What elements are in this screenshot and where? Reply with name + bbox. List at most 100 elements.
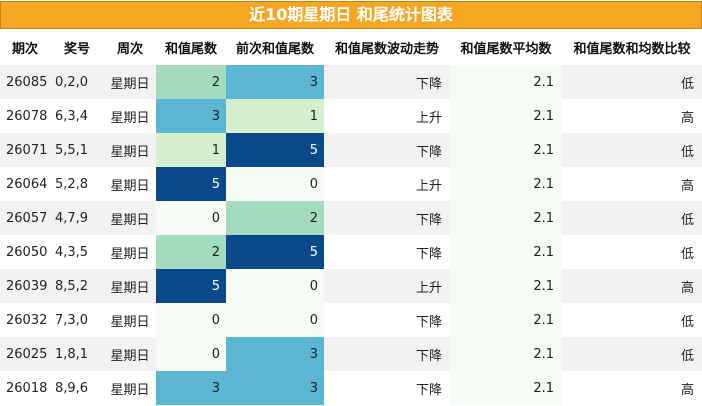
average-cell: 2.1 [450,337,562,371]
tail-cell: 3 [156,371,226,405]
numbers-cell: 4,3,5 [50,235,104,269]
col-header-compare: 和值尾数和均数比较 [573,41,691,57]
issue-cell: 26057 [0,201,50,235]
tail-cell: 0 [156,303,226,337]
tail-cell: 5 [156,167,226,201]
average-cell: 2.1 [450,371,562,405]
numbers-cell: 8,5,2 [50,269,104,303]
numbers-cell: 5,2,8 [50,167,104,201]
compare-cell: 低 [562,65,702,99]
col-header-prev-tail: 前次和值尾数 [235,41,314,57]
trend-cell: 下降 [324,371,450,405]
weekday-cell: 星期日 [104,65,156,99]
tail-cell: 1 [156,133,226,167]
col-header-issue: 期次 [11,41,38,57]
numbers-cell: 0,2,0 [50,65,104,99]
average-cell: 2.1 [450,99,562,133]
issue-cell: 26085 [0,65,50,99]
trend-cell: 上升 [324,269,450,303]
trend-cell: 下降 [324,133,450,167]
compare-cell: 低 [562,303,702,337]
weekday-cell: 星期日 [104,201,156,235]
prev-tail-cell: 0 [226,167,324,201]
col-header-trend: 和值尾数波动走势 [334,41,439,57]
col-header-average: 和值尾数平均数 [460,41,552,57]
compare-cell: 低 [562,133,702,167]
compare-cell: 高 [562,167,702,201]
prev-tail-cell: 5 [226,133,324,167]
numbers-cell: 6,3,4 [50,99,104,133]
prev-tail-cell: 2 [226,201,324,235]
table-row: 26064 5,2,8 星期日 5 0 上升 2.1 高 [0,167,702,201]
trend-cell: 上升 [324,167,450,201]
trend-cell: 下降 [324,303,450,337]
prev-tail-cell: 3 [226,371,324,405]
tail-cell: 3 [156,99,226,133]
issue-cell: 26018 [0,371,50,405]
weekday-cell: 星期日 [104,133,156,167]
table-row: 26018 8,9,6 星期日 3 3 下降 2.1 高 [0,371,702,405]
numbers-cell: 5,5,1 [50,133,104,167]
prev-tail-cell: 3 [226,337,324,371]
prev-tail-cell: 0 [226,269,324,303]
weekday-cell: 星期日 [104,167,156,201]
compare-cell: 低 [562,337,702,371]
numbers-cell: 7,3,0 [50,303,104,337]
weekday-cell: 星期日 [104,303,156,337]
table-body: 26085 0,2,0 星期日 2 3 下降 2.1 低 26078 6,3,4… [0,65,702,405]
average-cell: 2.1 [450,167,562,201]
table-row: 26085 0,2,0 星期日 2 3 下降 2.1 低 [0,65,702,99]
compare-cell: 高 [562,269,702,303]
numbers-cell: 8,9,6 [50,371,104,405]
table-row: 26032 7,3,0 星期日 0 0 下降 2.1 低 [0,303,702,337]
compare-cell: 低 [562,235,702,269]
weekday-cell: 星期日 [104,99,156,133]
tail-cell: 2 [156,65,226,99]
report-title: 近10期星期日 和尾统计图表 [0,1,702,29]
numbers-cell: 4,7,9 [50,201,104,235]
trend-cell: 上升 [324,99,450,133]
prev-tail-cell: 5 [226,235,324,269]
tail-statistics-table: 期次 奖号 周次 和值尾数 前次和值尾数 和值尾数波动走势 和值尾数平均数 和值… [0,29,702,405]
average-cell: 2.1 [450,235,562,269]
col-header-weekday: 周次 [116,41,143,57]
issue-cell: 26025 [0,337,50,371]
table-header-row: 期次 奖号 周次 和值尾数 前次和值尾数 和值尾数波动走势 和值尾数平均数 和值… [0,29,702,65]
tail-cell: 0 [156,337,226,371]
weekday-cell: 星期日 [104,269,156,303]
average-cell: 2.1 [450,133,562,167]
issue-cell: 26039 [0,269,50,303]
issue-cell: 26071 [0,133,50,167]
table-row: 26078 6,3,4 星期日 3 1 上升 2.1 高 [0,99,702,133]
table-row: 26025 1,8,1 星期日 0 3 下降 2.1 低 [0,337,702,371]
trend-cell: 下降 [324,235,450,269]
issue-cell: 26078 [0,99,50,133]
issue-cell: 26032 [0,303,50,337]
weekday-cell: 星期日 [104,371,156,405]
tail-cell: 0 [156,201,226,235]
weekday-cell: 星期日 [104,337,156,371]
average-cell: 2.1 [450,269,562,303]
issue-cell: 26064 [0,167,50,201]
compare-cell: 高 [562,371,702,405]
trend-cell: 下降 [324,337,450,371]
prev-tail-cell: 1 [226,99,324,133]
compare-cell: 高 [562,99,702,133]
table-row: 26050 4,3,5 星期日 2 5 下降 2.1 低 [0,235,702,269]
table-row: 26057 4,7,9 星期日 0 2 下降 2.1 低 [0,201,702,235]
numbers-cell: 1,8,1 [50,337,104,371]
trend-cell: 下降 [324,201,450,235]
table-row: 26039 8,5,2 星期日 5 0 上升 2.1 高 [0,269,702,303]
col-header-numbers: 奖号 [63,41,90,57]
trend-cell: 下降 [324,65,450,99]
compare-cell: 低 [562,201,702,235]
tail-cell: 5 [156,269,226,303]
prev-tail-cell: 0 [226,303,324,337]
prev-tail-cell: 3 [226,65,324,99]
weekday-cell: 星期日 [104,235,156,269]
table-row: 26071 5,5,1 星期日 1 5 下降 2.1 低 [0,133,702,167]
average-cell: 2.1 [450,201,562,235]
tail-cell: 2 [156,235,226,269]
col-header-tail: 和值尾数 [164,41,217,57]
